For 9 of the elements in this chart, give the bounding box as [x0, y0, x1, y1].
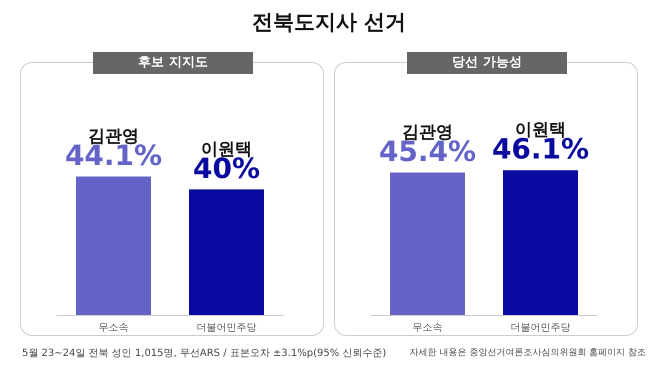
x-tick-label: 더불어민주당: [196, 322, 256, 334]
chart-subtitle: 당선 가능성: [407, 52, 567, 74]
text: 자세한 내용은 중앙선거여론조사심의위원회 홈페이지 참조: [410, 347, 646, 359]
text: 5월 23~24일 전북 성인 1,015명, 무선ARS / 표본오차 ±3.1%p(95% 신뢰수준): [22, 347, 386, 360]
x-tick-label: 무소속: [412, 322, 442, 334]
x-tick-label: 더불어민주당: [510, 322, 570, 334]
chart-subtitle: 후보 지지도: [93, 52, 253, 74]
text: 전북도지사 선거: [250, 9, 408, 36]
x-tick-label: 무소속: [98, 322, 128, 334]
